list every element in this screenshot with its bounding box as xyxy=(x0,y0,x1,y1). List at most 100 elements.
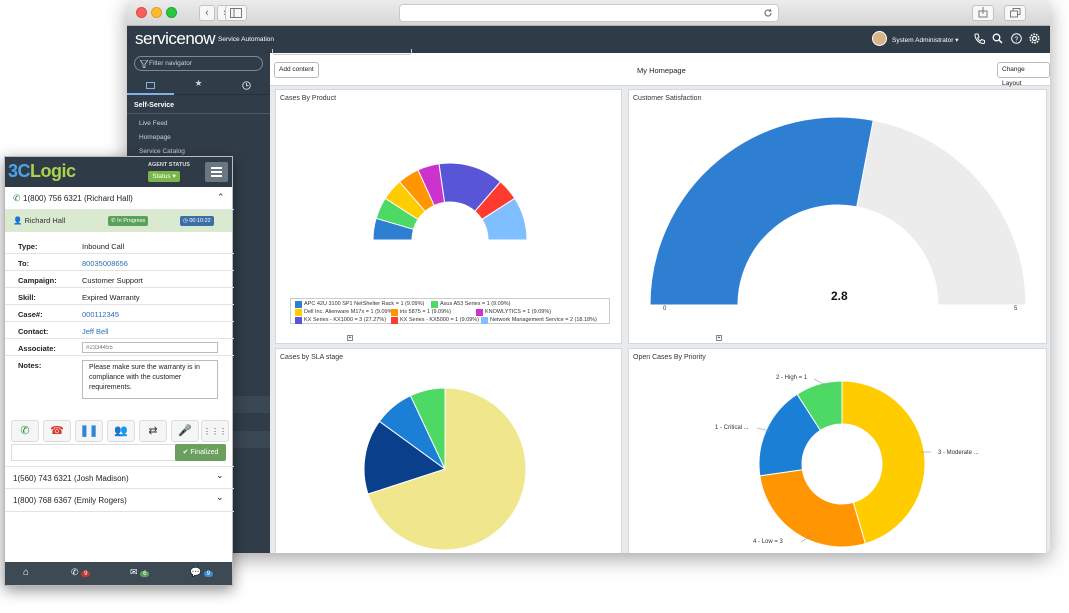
legend-swatch xyxy=(476,309,483,316)
address-bar[interactable] xyxy=(399,4,779,22)
customer-satisfaction-gauge xyxy=(649,116,1027,306)
slice-label-low: 4 - Low = 3 xyxy=(753,539,783,545)
homepage-toolbar: Add content My Homepage Change Layout xyxy=(270,49,1050,87)
phone-icon: ✆ xyxy=(13,193,21,203)
dialpad-button[interactable]: ⋮⋮⋮ xyxy=(201,420,229,442)
gear-icon[interactable] xyxy=(1029,33,1040,44)
legend-item: APC 42U 3100 SP1 NetShelter Rack = 1 (9.… xyxy=(304,301,425,307)
servicenow-header: servicenow Service Automation System Adm… xyxy=(127,26,1050,53)
inbox-icon xyxy=(146,82,155,89)
tab-history[interactable] xyxy=(223,76,270,95)
change-layout-button[interactable]: Change Layout xyxy=(997,62,1050,87)
chevron-down-icon[interactable]: ⌄ xyxy=(216,470,224,480)
field-row: Contact: Jeff Bell xyxy=(5,322,234,339)
field-row: Notes: Please make sure the warranty is … xyxy=(5,356,234,404)
tab-all-apps[interactable] xyxy=(127,76,174,95)
field-row: Skill: Expired Warranty xyxy=(5,288,234,305)
sidebar-item-homepage[interactable]: Homepage xyxy=(139,134,171,141)
notes-textarea[interactable]: Please make sure the warranty is in comp… xyxy=(82,360,218,399)
slice-label-leader xyxy=(756,427,771,432)
legend-item: Network Management Service = 2 (18.18%) xyxy=(490,317,597,323)
panel-title: Open Cases By Priority xyxy=(633,354,706,361)
cases-by-product-panel: Cases By Product APC 42U 3100 SP1 NetShe… xyxy=(275,89,622,344)
associate-input[interactable] xyxy=(82,342,218,353)
menu-button[interactable] xyxy=(205,162,228,182)
open-cases-by-priority-chart xyxy=(756,378,931,548)
search-icon[interactable] xyxy=(992,33,1003,44)
gauge-fill[interactable] xyxy=(649,116,874,306)
mail-badge: 6 xyxy=(140,571,150,577)
field-row: Associate: xyxy=(5,339,234,356)
chat-tab[interactable]: 💬 9 xyxy=(190,567,214,578)
hold-button[interactable]: ❚❚ xyxy=(75,420,103,442)
phone-icon[interactable] xyxy=(974,33,985,44)
legend-item: Asus A53 Series = 1 (9.09%) xyxy=(440,301,511,307)
legend-item: Dell Inc. Alienware M17x = 1 (9.09%) xyxy=(304,309,395,315)
contact-link[interactable]: Jeff Bell xyxy=(82,327,109,336)
homepage-selector[interactable] xyxy=(272,49,412,55)
calls-tab[interactable]: ✆ 9 xyxy=(71,567,91,578)
mute-button[interactable]: 🎤 xyxy=(171,420,199,442)
user-menu[interactable]: System Administrator ▾ xyxy=(892,37,959,44)
maximize-window-button[interactable] xyxy=(166,7,177,18)
reload-icon[interactable] xyxy=(763,8,773,18)
mail-tab[interactable]: ✉ 6 xyxy=(130,567,150,578)
caller-name: 👤 Richard Hall xyxy=(13,216,66,225)
3clogic-phone-widget: 3CLogic AGENT STATUS Status ▾ ✆ 1(800) 7… xyxy=(4,156,234,586)
back-button[interactable]: ‹ xyxy=(199,5,215,21)
chart-slice[interactable] xyxy=(367,387,527,551)
sidebar-toggle-button[interactable] xyxy=(225,5,247,21)
sidebar-item-live-feed[interactable]: Live Feed xyxy=(139,120,168,127)
servicenow-logo[interactable]: servicenow xyxy=(135,29,216,48)
queued-call-number: 1(560) 743 6321 (Josh Madison) xyxy=(13,474,129,483)
call-timer-badge: ◷ 00:10:22 xyxy=(180,216,214,226)
mail-icon: ✉ xyxy=(130,567,138,577)
share-button[interactable] xyxy=(972,5,994,21)
disposition-input[interactable] xyxy=(11,444,177,461)
status-dropdown[interactable]: Status ▾ xyxy=(148,171,180,182)
chevron-down-icon[interactable]: ⌄ xyxy=(216,492,224,502)
home-icon[interactable]: ⌂ xyxy=(23,567,30,578)
transfer-button[interactable]: ⇄ xyxy=(139,420,167,442)
slice-label-high: 2 - High = 1 xyxy=(776,375,808,381)
answer-call-button[interactable]: ✆ xyxy=(11,420,39,442)
3clogic-logo: 3CLogic xyxy=(8,161,76,181)
finalized-button[interactable]: ✔ Finalized xyxy=(175,444,226,461)
chart-slice[interactable] xyxy=(409,387,446,470)
gauge-min-label: 0 xyxy=(663,306,667,312)
chart-slice[interactable] xyxy=(759,469,867,548)
conference-button[interactable]: 👥 xyxy=(107,420,135,442)
chart-slice[interactable] xyxy=(481,197,528,241)
hangup-button[interactable]: ☎ xyxy=(43,420,71,442)
slice-label-leader xyxy=(813,378,830,388)
chart-slice[interactable] xyxy=(363,420,447,495)
field-row: Type: Inbound Call xyxy=(5,237,234,254)
queued-call-item[interactable]: 1(560) 743 6321 (Josh Madison) ⌄ xyxy=(5,466,234,489)
queued-call-item[interactable]: 1(800) 768 6367 (Emily Rogers) ⌄ xyxy=(5,489,234,512)
legend-swatch xyxy=(295,317,302,324)
chart-slice[interactable] xyxy=(796,380,843,432)
filter-navigator-input[interactable]: Filter navigator xyxy=(134,56,263,71)
close-window-button[interactable] xyxy=(136,7,147,18)
tab-favorites[interactable]: ★ xyxy=(175,78,222,95)
gauge-value: 2.8 xyxy=(831,289,848,303)
expand-icon[interactable]: + xyxy=(716,335,722,341)
to-number-link[interactable]: 80035008656 xyxy=(82,259,128,268)
cases-by-sla-chart xyxy=(363,387,527,551)
tabs-button[interactable] xyxy=(1004,5,1026,21)
chevron-up-icon[interactable]: ⌃ xyxy=(217,192,225,202)
chart-slice[interactable] xyxy=(841,380,926,545)
avatar[interactable] xyxy=(872,31,887,46)
expand-icon[interactable]: + xyxy=(347,335,353,341)
slice-label-leader xyxy=(800,533,815,543)
field-row: Case#: 000112345 xyxy=(5,305,234,322)
sidebar-item-service-catalog[interactable]: Service Catalog xyxy=(139,148,185,155)
case-number-link[interactable]: 000112345 xyxy=(82,310,119,319)
active-call-header[interactable]: ✆ 1(800) 756 6321 (Richard Hall) ⌃ xyxy=(5,187,234,210)
legend-item: KNOWLYTICS = 1 (9.09%) xyxy=(485,309,552,315)
widget-header: 3CLogic AGENT STATUS Status ▾ xyxy=(5,157,232,187)
minimize-window-button[interactable] xyxy=(151,7,162,18)
add-content-button[interactable]: Add content xyxy=(274,62,319,78)
sidebar-section-self-service[interactable]: Self-Service xyxy=(134,102,175,109)
help-icon[interactable]: ? xyxy=(1011,33,1022,44)
